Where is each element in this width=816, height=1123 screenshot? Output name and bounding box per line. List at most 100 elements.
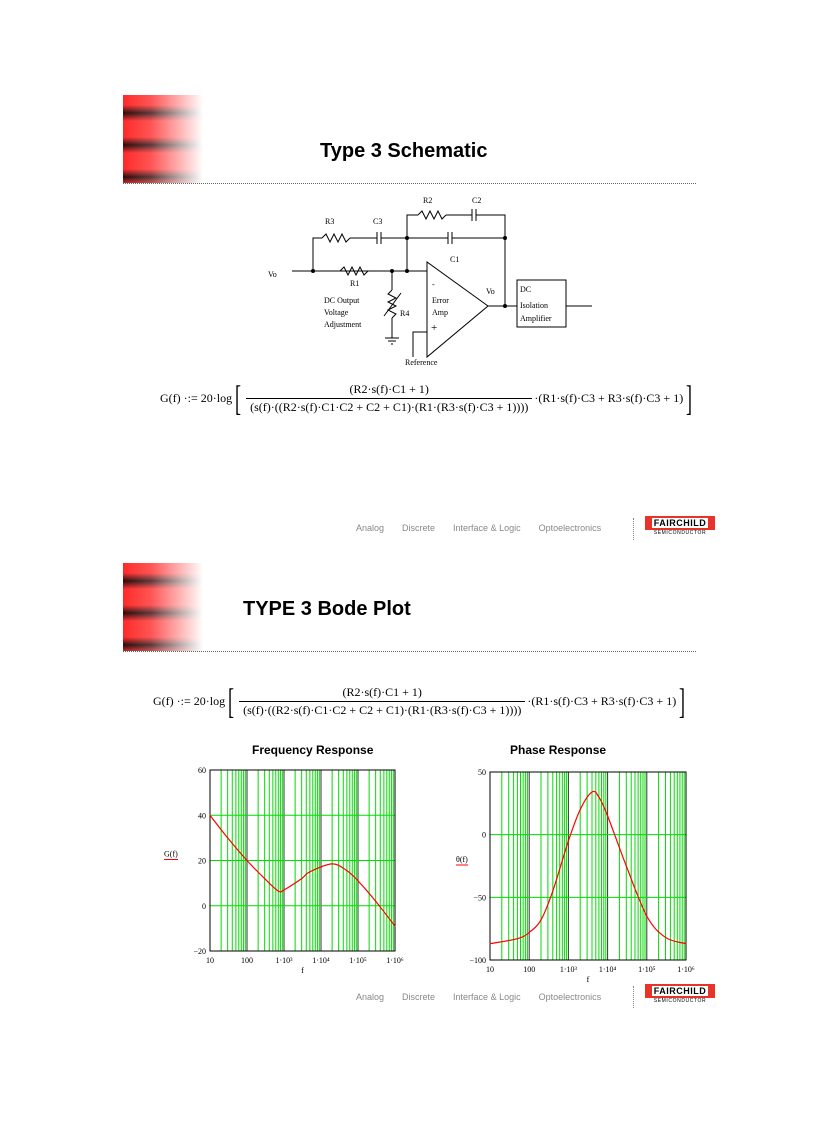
label-amp: Error: [432, 296, 449, 305]
data-point: [646, 915, 648, 917]
header-decoration: [123, 95, 203, 183]
y-tick-label: 20: [198, 857, 206, 866]
label-plus: +: [431, 322, 437, 334]
label-adjust: DC Output: [324, 296, 360, 305]
y-tick-label: −100: [469, 956, 486, 965]
data-point: [598, 796, 600, 798]
data-point: [579, 809, 581, 811]
chart-title: Frequency Response: [252, 743, 374, 757]
x-tick-label: 1·10⁶: [677, 965, 695, 974]
footer-link-discrete[interactable]: Discrete: [402, 992, 436, 1002]
x-tick-label: 1·10⁵: [349, 956, 367, 965]
footer-links: Analog Discrete Interface & Logic Optoel…: [356, 992, 601, 1002]
data-point: [607, 815, 609, 817]
footer-link-analog[interactable]: Analog: [356, 523, 385, 533]
footer-link-interface[interactable]: Interface & Logic: [453, 523, 521, 533]
y-tick-label: −50: [473, 893, 486, 902]
label-isolation: Amplifier: [520, 314, 552, 323]
series-line: [489, 790, 687, 945]
wire: [412, 331, 427, 357]
divider: [123, 651, 696, 652]
footer-link-analog[interactable]: Analog: [356, 992, 385, 1002]
label-isolation: DC: [520, 285, 531, 294]
label-vo-in: Vo: [268, 270, 277, 279]
wire: [476, 214, 506, 306]
divider: [633, 986, 634, 1008]
slide-title: Type 3 Schematic: [320, 140, 488, 162]
y-axis-label: G(f): [164, 850, 178, 859]
x-tick-label: 1·10⁴: [599, 965, 617, 974]
label-r4: R4: [400, 309, 409, 318]
x-axis-label: f: [301, 966, 304, 975]
data-point: [394, 925, 396, 927]
x-tick-label: 100: [523, 965, 535, 974]
data-point: [540, 919, 542, 921]
y-tick-label: −20: [193, 947, 206, 956]
header-decoration: [123, 563, 203, 651]
label-adjust: Voltage: [324, 308, 349, 317]
resistor-r2: [417, 209, 447, 221]
y-tick-label: 50: [478, 768, 486, 777]
divider: [633, 518, 634, 540]
data-point: [309, 871, 311, 873]
data-point: [685, 943, 687, 945]
footer-links: Analog Discrete Interface & Logic Optoel…: [356, 523, 601, 533]
transfer-function-formula: G(f) ·:= 20·log [ (R2·s(f)·C1 + 1) (s(f)·…: [160, 378, 693, 418]
slide-title: TYPE 3 Bode Plot: [243, 598, 411, 620]
label-vo-out: Vo: [486, 287, 495, 296]
data-point: [528, 931, 530, 934]
x-tick-label: 1·10⁴: [312, 956, 330, 965]
y-tick-label: 60: [198, 766, 206, 775]
fairchild-logo: FAIRCHILD SEMICONDUCTOR: [645, 984, 715, 1006]
wire: [312, 237, 322, 271]
footer-link-opto[interactable]: Optoelectronics: [538, 523, 602, 533]
formula-lhs: G(f): [160, 390, 181, 405]
x-tick-label: 1·10⁵: [638, 965, 656, 974]
wire: [406, 214, 418, 271]
data-point: [625, 865, 627, 867]
data-point: [283, 889, 285, 891]
label-c1: C1: [450, 255, 459, 264]
label-adjust: Adjustment: [324, 320, 362, 329]
y-tick-label: 40: [198, 811, 206, 820]
x-axis-label: f: [587, 975, 590, 984]
plot-frame: [489, 771, 687, 961]
x-tick-label: 10: [486, 965, 494, 974]
formula-lhs: G(f): [153, 693, 174, 708]
x-tick-label: 100: [241, 956, 253, 965]
formula-factor: ·(R1·s(f)·C3 + R3·s(f)·C3 + 1): [527, 693, 677, 708]
formula-factor: ·(R1·s(f)·C3 + R3·s(f)·C3 + 1): [534, 390, 684, 405]
label-r2: R2: [423, 196, 432, 205]
chart-title: Phase Response: [510, 743, 607, 757]
schematic: R3 C3 R2 C2 C1 R1 R4 Vo Vo DC Output Vol…: [268, 196, 592, 367]
label-r1: R1: [350, 279, 359, 288]
divider: [123, 183, 696, 184]
data-point: [264, 878, 266, 880]
formula-numerator: (R2·s(f)·C1 + 1): [342, 684, 422, 699]
data-point: [277, 890, 279, 892]
label-isolation: Isolation: [520, 301, 548, 310]
label-reference: Reference: [405, 358, 438, 367]
isolation-amp-box: [516, 279, 567, 328]
y-axis-label: θ(f): [456, 855, 468, 864]
formula-numerator: (R2·s(f)·C1 + 1): [349, 381, 429, 396]
x-tick-label: 10: [206, 956, 214, 965]
data-point: [375, 900, 377, 902]
footer-link-interface[interactable]: Interface & Logic: [453, 992, 521, 1002]
label-r3: R3: [325, 217, 334, 226]
footer-link-opto[interactable]: Optoelectronics: [538, 992, 602, 1002]
data-point: [591, 791, 593, 793]
error-amp: [426, 261, 489, 359]
x-tick-label: 1·10⁶: [386, 956, 404, 965]
formula-assign: ·:= 20·log: [176, 693, 226, 708]
transfer-function-formula: G(f) ·:= 20·log [ (R2·s(f)·C1 + 1) (s(f)·…: [153, 681, 686, 721]
footer-link-discrete[interactable]: Discrete: [402, 523, 436, 533]
data-point: [516, 938, 518, 940]
y-tick-label: 0: [482, 831, 486, 840]
data-point: [346, 870, 348, 872]
data-point: [664, 936, 667, 939]
resistor-r1: [339, 265, 369, 277]
data-point: [301, 878, 303, 880]
